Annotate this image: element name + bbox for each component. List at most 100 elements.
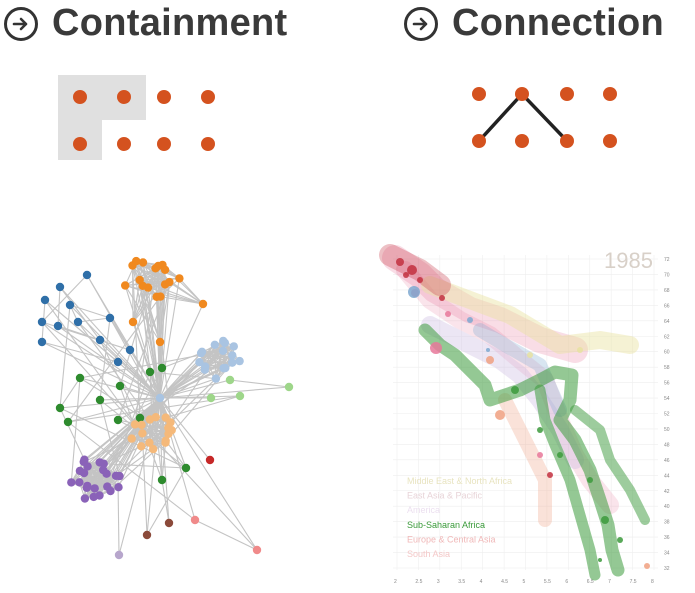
containment-dot: [117, 90, 131, 104]
y-tick-label: 54: [664, 396, 670, 402]
containment-title: Containment: [52, 2, 288, 44]
network-node: [160, 265, 170, 274]
connection-dot: [515, 134, 529, 148]
y-tick-label: 70: [664, 272, 670, 278]
connection-dot: [515, 87, 529, 101]
connection-dot: [472, 134, 486, 148]
network-node: [151, 413, 160, 422]
network-edge: [159, 351, 203, 399]
network-edge: [146, 467, 187, 536]
country-bubble: [486, 348, 490, 352]
containment-dot: [201, 137, 215, 151]
network-edge: [99, 397, 161, 401]
x-tick-label: 7.5: [630, 579, 637, 585]
network-edge: [159, 378, 217, 399]
country-bubble: [537, 427, 543, 433]
network-node: [95, 335, 105, 345]
network-edge: [67, 296, 161, 423]
network-edge: [117, 397, 161, 421]
network-edge: [99, 397, 161, 463]
x-tick-label: 6: [565, 579, 568, 585]
country-bubble: [547, 472, 553, 478]
network-edge: [132, 284, 166, 323]
containment-example: [58, 75, 215, 160]
network-node: [115, 471, 124, 481]
year-label: 1985: [604, 248, 653, 273]
network-node: [75, 373, 85, 383]
network-edge: [79, 475, 117, 483]
network-node: [157, 475, 167, 485]
network-node: [195, 358, 204, 367]
network-edge: [194, 519, 258, 551]
mena-contour: [421, 276, 639, 354]
network-node: [157, 363, 167, 373]
country-bubble: [537, 452, 543, 458]
y-tick-label: 72: [664, 257, 670, 263]
network-node: [284, 382, 294, 392]
network-node: [229, 342, 238, 351]
y-tick-label: 40: [664, 504, 670, 510]
country-bubble: [495, 410, 505, 420]
y-tick-label: 68: [664, 288, 670, 294]
network-node: [67, 478, 76, 487]
x-tick-label: 6.5: [587, 579, 594, 585]
network-node: [105, 313, 115, 323]
network-node: [142, 530, 152, 540]
network-node: [89, 492, 98, 502]
connection-dot: [603, 87, 617, 101]
network-node: [235, 391, 245, 401]
network-node: [220, 338, 230, 348]
network-node: [130, 420, 140, 429]
network-edge: [69, 304, 111, 319]
network-node: [102, 469, 111, 478]
connection-dot: [560, 134, 574, 148]
network-node: [128, 317, 138, 327]
network-edge: [102, 397, 161, 471]
country-bubble: [601, 516, 609, 524]
network-node: [205, 455, 215, 465]
country-bubble: [527, 352, 533, 358]
network-edge: [83, 421, 171, 463]
network-node: [201, 362, 210, 371]
network-node: [106, 486, 115, 496]
network-edge: [159, 367, 163, 399]
y-tick-label: 48: [664, 442, 670, 448]
network-node: [121, 281, 130, 290]
network-edge: [118, 397, 161, 477]
country-bubble: [598, 558, 602, 562]
network-node: [228, 358, 237, 367]
network-edge: [159, 345, 235, 399]
network-node: [37, 317, 47, 327]
x-tick-label: 4.5: [501, 579, 508, 585]
africa-contour: [534, 384, 601, 581]
network-node: [37, 337, 47, 347]
network-edge: [117, 479, 120, 556]
network-edge: [124, 285, 161, 399]
legend-entry: East Asia & Pacific: [407, 491, 483, 501]
country-bubble: [439, 295, 445, 301]
network-node: [114, 550, 124, 560]
network-edge: [141, 424, 258, 551]
network-edge: [170, 342, 226, 423]
network-edge: [67, 421, 196, 521]
network-edge: [159, 303, 204, 399]
network-node: [190, 515, 200, 525]
network-edge: [99, 317, 111, 401]
africa-contour: [570, 405, 650, 525]
network-edge: [229, 379, 290, 388]
legend-entry: Europe & Central Asia: [407, 534, 496, 544]
network-edge: [118, 397, 161, 556]
network-node: [114, 483, 123, 492]
network-edge: [159, 397, 258, 551]
country-bubble: [467, 317, 473, 323]
network-node: [65, 300, 75, 310]
network-node: [206, 393, 216, 403]
country-bubble: [417, 277, 423, 283]
network-node: [198, 299, 208, 309]
network-edge: [119, 385, 161, 399]
network-node: [135, 275, 144, 285]
network-edge: [161, 440, 167, 481]
network-node: [73, 317, 83, 327]
network-node: [125, 345, 135, 355]
network-node: [161, 438, 170, 447]
